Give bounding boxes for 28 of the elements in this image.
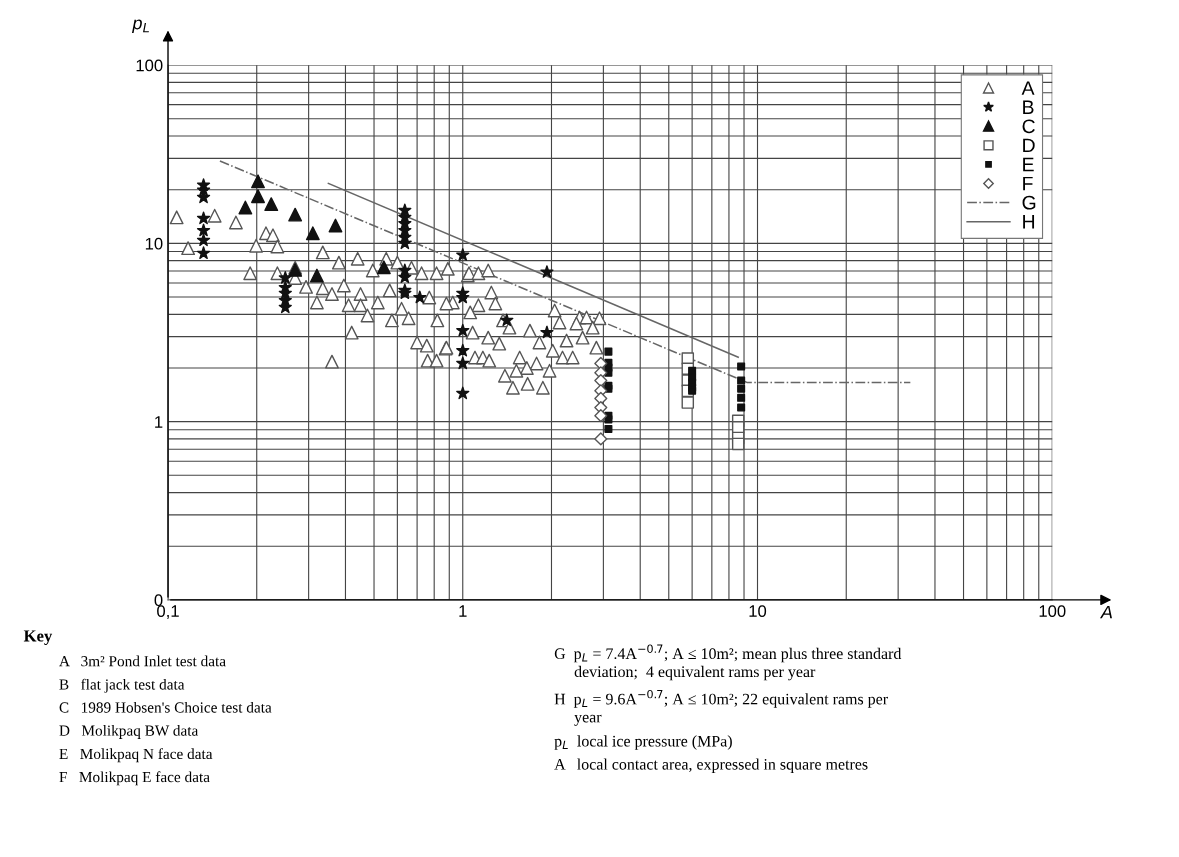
text: A local contact area, expressed in square metres [554,758,868,773]
text: A 3m² Pond Inlet test data [59,655,226,667]
legend-label: A [1021,81,1035,95]
y-tick-label: 1 [155,416,163,428]
x-tick-label: 1 [459,605,467,617]
text: p$_{L}$ local ice pressure (MPa) [554,735,732,750]
x-tick-label: 100 [1039,605,1066,617]
text: D Molikpaq BW data [59,725,199,739]
text: C 1989 Hobsen's Choice test data [59,701,272,713]
x-tick-label: 10 [749,605,767,617]
y-tick-label: 0 [154,594,163,607]
legend-label: C [1022,119,1035,134]
text: E Molikpaq N face data [59,748,213,763]
y-tick-label: 100 [136,59,163,72]
text: F Molikpaq E face data [59,771,210,786]
legend-label: E [1023,157,1034,172]
x-axis-title: A [1100,605,1112,619]
text: G p$_{L}$ = 7.4A$^{−0.7}$; A ≤ 10m²; mean plus three standard deviation; 4 equivalent rams per year [554,644,902,681]
legend-label: B [1023,100,1034,114]
x-tick-label: 0,1 [157,605,179,619]
legend-label: H [1023,215,1035,229]
text: B flat jack test data [59,678,185,693]
legend-label: D [1023,138,1035,153]
legend-label: F [1023,176,1033,191]
text: Key [23,630,53,646]
y-axis-title: p$_{L}$ [132,19,149,33]
legend-label: G [1022,195,1036,210]
y-tick-label: 10 [145,237,163,250]
